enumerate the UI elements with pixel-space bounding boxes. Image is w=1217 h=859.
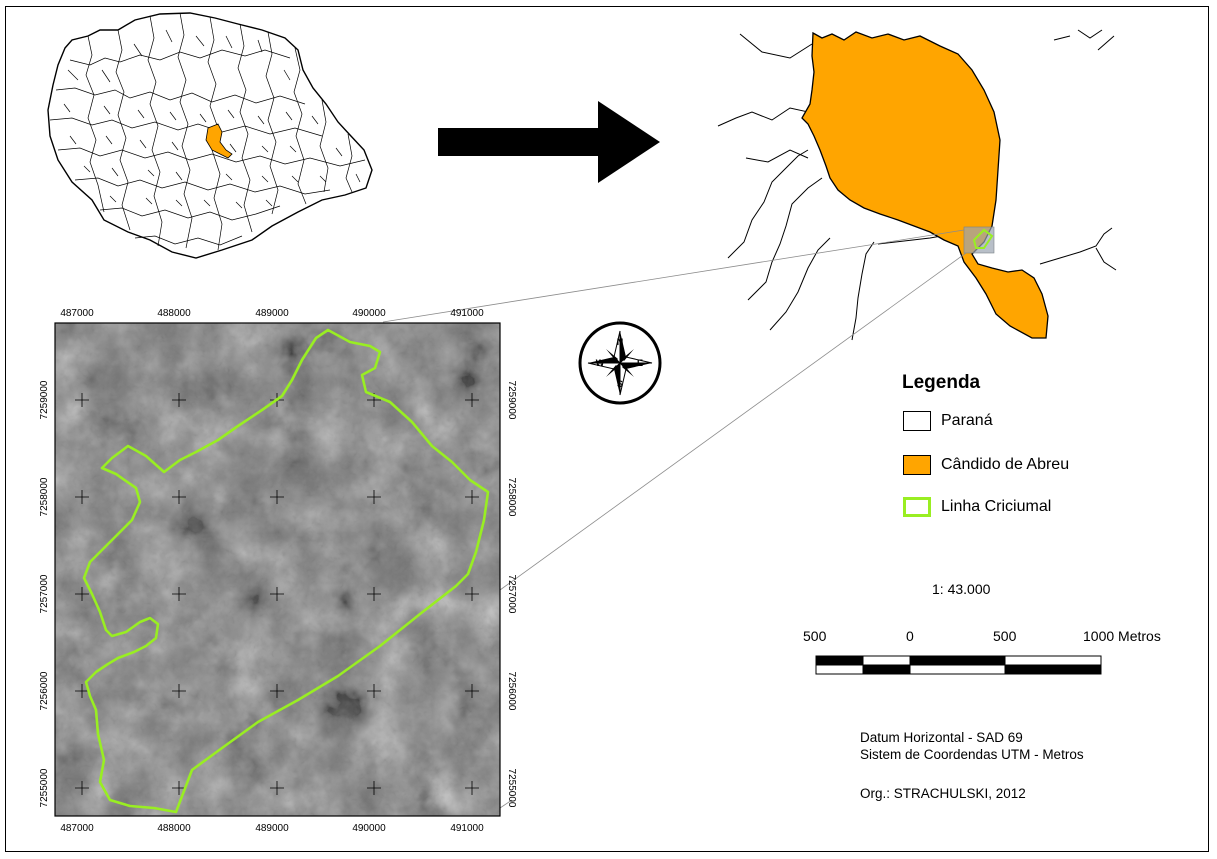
scale-tick-1000-metros: 1000 Metros	[1083, 628, 1161, 644]
candido-de-abreu-polygon	[801, 31, 1049, 339]
x-tick-top-491000: 491000	[450, 308, 484, 319]
x-tick-bottom-491000: 491000	[450, 823, 484, 834]
legend-title: Legenda	[902, 372, 981, 393]
x-tick-top-488000: 488000	[157, 308, 191, 319]
scale-tick-0: 0	[906, 628, 914, 644]
y-tick-right-7257000: 7257000	[506, 575, 517, 614]
x-tick-bottom-489000: 489000	[255, 823, 289, 834]
legend-label-linha-criciumal: Linha Criciumal	[941, 498, 1052, 515]
scale-tick-500-right: 500	[993, 628, 1017, 644]
scale-tick-500-left: 500	[803, 628, 827, 644]
x-tick-bottom-488000: 488000	[157, 823, 191, 834]
compass-label-w: W	[596, 358, 605, 368]
candido-de-abreu-map	[717, 29, 1117, 341]
y-tick-right-7256000: 7256000	[506, 672, 517, 711]
x-tick-bottom-490000: 490000	[352, 823, 386, 834]
legend-swatch-candido-de-abreu	[903, 455, 931, 475]
legend-label-candido-de-abreu: Cândido de Abreu	[941, 456, 1070, 473]
satellite-y-tick-labels-left: 7259000 7258000 7257000 7256000 7255000	[39, 380, 50, 807]
linha-criciumal-boundary	[82, 328, 490, 814]
zoom-connector-lines	[382, 229, 967, 809]
compass-label-n: N	[617, 337, 624, 347]
north-arrow-icon: N S E W	[578, 321, 662, 405]
legend-swatch-linha-criciumal	[903, 497, 931, 517]
datum-text: Datum Horizontal - SAD 69	[860, 730, 1023, 745]
scale-bar	[815, 655, 1102, 675]
legend-item-linha-criciumal: Linha Criciumal	[903, 494, 1051, 520]
right-arrow-icon	[438, 101, 660, 183]
scale-ratio: 1: 43.000	[932, 581, 991, 597]
legend-swatch-parana	[903, 411, 931, 431]
parana-municipality-boundaries	[49, 12, 366, 251]
criciumal-inset-outline	[972, 228, 994, 249]
x-tick-top-487000: 487000	[60, 308, 94, 319]
compass-label-e: E	[637, 358, 643, 368]
satellite-x-tick-labels-top: 487000 488000 489000 490000 491000	[60, 308, 484, 319]
y-tick-right-7259000: 7259000	[506, 381, 517, 420]
legend-item-parana: Paraná	[903, 408, 993, 434]
y-tick-left-7258000: 7258000	[39, 477, 50, 516]
y-tick-left-7259000: 7259000	[39, 380, 50, 419]
legend-item-candido-de-abreu: Cândido de Abreu	[903, 452, 1069, 478]
org-credit-text: Org.: STRACHULSKI, 2012	[860, 786, 1026, 801]
satellite-image-panel: 487000 488000 489000 490000 491000 48700…	[39, 308, 517, 834]
x-tick-top-489000: 489000	[255, 308, 289, 319]
legend-label-parana: Paraná	[941, 412, 993, 429]
coord-system-text: Sistem de Coordendas UTM - Metros	[860, 747, 1084, 762]
x-tick-top-490000: 490000	[352, 308, 386, 319]
y-tick-left-7257000: 7257000	[39, 574, 50, 613]
x-tick-bottom-487000: 487000	[60, 823, 94, 834]
compass-label-s: S	[617, 379, 623, 389]
satellite-y-tick-labels-right: 7259000 7258000 7257000 7256000 7255000	[506, 381, 517, 808]
satellite-x-tick-labels-bottom: 487000 488000 489000 490000 491000	[60, 823, 484, 834]
y-tick-right-7255000: 7255000	[506, 769, 517, 808]
satellite-frame	[54, 322, 501, 817]
y-tick-left-7256000: 7256000	[39, 671, 50, 710]
parana-locator-map	[47, 12, 373, 259]
y-tick-left-7255000: 7255000	[39, 768, 50, 807]
satellite-grid-crosses	[75, 393, 479, 795]
parana-candido-de-abreu-highlight	[205, 123, 233, 159]
y-tick-right-7258000: 7258000	[506, 478, 517, 517]
